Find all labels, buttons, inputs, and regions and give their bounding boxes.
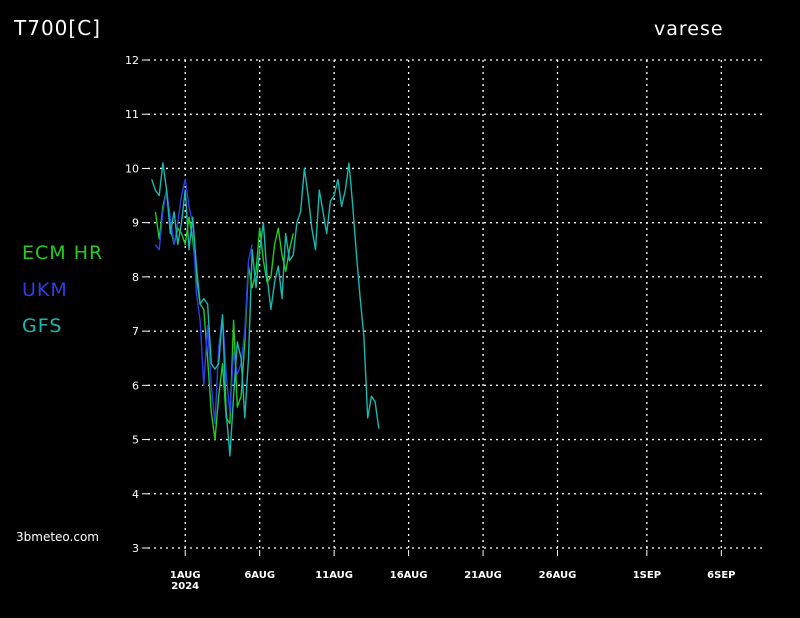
x-tick-label: 6AUG: [244, 570, 275, 581]
y-tick-label: 11: [125, 108, 139, 121]
y-tick-label: 6: [132, 379, 139, 392]
x-tick-label: 16AUG: [390, 570, 428, 581]
chart-title: T700[C]: [14, 16, 101, 40]
grid: [148, 59, 766, 549]
x-tick-label: 11AUG: [315, 570, 353, 581]
y-tick-label: 9: [132, 217, 139, 230]
location-label: varese: [654, 18, 724, 40]
y-tick-label: 7: [132, 325, 139, 338]
x-tick-label: 1AUG: [170, 570, 201, 581]
x-tick-label: 6SEP: [707, 570, 735, 581]
y-tick-label: 8: [132, 271, 139, 284]
y-tick-label: 4: [132, 488, 139, 501]
y-tick-label: 3: [132, 542, 139, 555]
series-line-ukm: [154, 178, 253, 424]
legend-ecm-hr: ECM HR: [22, 242, 104, 264]
watermark: 3bmeteo.com: [16, 530, 99, 544]
x-tick-sublabel: 2024: [171, 581, 199, 592]
series-line-ecm-hr: [154, 189, 294, 441]
x-tick-label: 26AUG: [539, 570, 577, 581]
series-line-gfs: [151, 162, 380, 457]
series-lines: [151, 162, 380, 457]
legend-gfs: GFS: [22, 315, 63, 337]
x-tick-label: 21AUG: [464, 570, 502, 581]
y-tick-label: 12: [125, 54, 139, 67]
y-tick-label: 5: [132, 434, 139, 447]
y-tick-label: 10: [125, 162, 139, 175]
x-tick-label: 1SEP: [633, 570, 661, 581]
legend-ukm: UKM: [22, 279, 68, 301]
